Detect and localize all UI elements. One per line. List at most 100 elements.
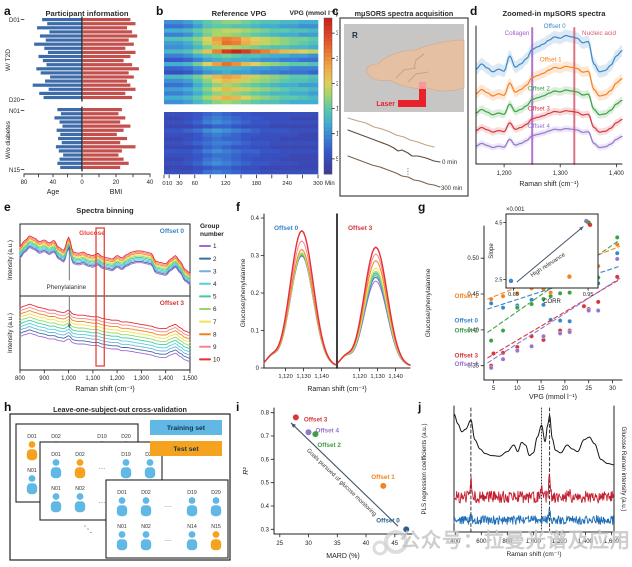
svg-text:0.1: 0.1: [251, 329, 260, 335]
svg-text:60: 60: [192, 181, 198, 187]
vpg-heatmap: 0103060120180240300Min51015202530: [162, 17, 338, 187]
svg-text:1,200: 1,200: [110, 376, 126, 382]
svg-text:N01: N01: [51, 486, 61, 492]
svg-text:0.8: 0.8: [261, 411, 270, 417]
svg-text:D01: D01: [117, 490, 127, 496]
svg-text:Nucleic acid: Nucleic acid: [582, 30, 616, 37]
svg-text:N01: N01: [9, 109, 21, 115]
svg-text:1,130: 1,130: [296, 374, 311, 380]
panel-c-title: mμSORS spectra acquisition: [354, 9, 454, 18]
svg-text:⋮: ⋮: [404, 167, 412, 176]
svg-text:120: 120: [221, 181, 231, 187]
svg-text:240: 240: [282, 181, 292, 187]
svg-text:D01: D01: [27, 434, 37, 440]
mard-r2-scatter: 0.3 0.4 0.5 0.6 0.7 0.8 25 30 35 40 45 MARD (%) R² Go…: [243, 407, 413, 560]
svg-text:Offset 2: Offset 2: [317, 442, 341, 449]
svg-text:Offset 1: Offset 1: [371, 474, 395, 481]
svg-text:Offset 1: Offset 1: [540, 57, 562, 64]
svg-text:0.6: 0.6: [261, 457, 270, 463]
watermark-text: 公众号：拉曼光谱及应用: [400, 530, 631, 552]
svg-text:1,100: 1,100: [85, 376, 101, 382]
svg-text:BMI: BMI: [110, 189, 123, 196]
panel-e-title: Spectra binning: [76, 206, 134, 215]
svg-text:Offset 0: Offset 0: [455, 318, 479, 325]
svg-text:10: 10: [213, 357, 221, 364]
svg-text:30: 30: [305, 541, 312, 547]
svg-text:0.4: 0.4: [261, 504, 270, 510]
svg-text:0: 0: [162, 181, 165, 187]
svg-text:1,400: 1,400: [158, 376, 174, 382]
svg-text:1,500: 1,500: [182, 376, 198, 382]
svg-text:N01: N01: [27, 468, 37, 474]
svg-text:MARD (%): MARD (%): [326, 553, 359, 560]
svg-text:10: 10: [336, 132, 338, 138]
svg-text:1: 1: [213, 243, 217, 250]
svg-text:900: 900: [39, 376, 50, 382]
svg-text:0: 0: [256, 366, 260, 372]
svg-text:7: 7: [213, 319, 217, 326]
svg-text:VPG (mmol l⁻¹): VPG (mmol l⁻¹): [529, 394, 577, 400]
svg-text:D02: D02: [141, 490, 151, 496]
panel-a-letter: a: [4, 4, 11, 18]
svg-text:Laser: Laser: [376, 101, 395, 108]
svg-text:5: 5: [336, 157, 338, 163]
svg-text:600: 600: [476, 539, 487, 545]
svg-text:Glucose Raman intensity (a.u.): Glucose Raman intensity (a.u.): [620, 427, 627, 512]
panel-h-letter: h: [4, 400, 12, 414]
panel-c: c mμSORS spectra acquisition R Laser 0 min…: [332, 4, 470, 200]
svg-text:1,000: 1,000: [61, 376, 77, 382]
svg-text:Collagen: Collagen: [505, 30, 530, 37]
svg-text:Offset 4: Offset 4: [316, 427, 340, 434]
svg-text:1,120: 1,120: [278, 374, 293, 380]
svg-text:Offset 4: Offset 4: [455, 361, 479, 368]
svg-text:2: 2: [213, 256, 217, 263]
panel-i: i 0.3 0.4 0.5 0.6 0.7 0.8 25 30 35 40 45 MARD (%) R²…: [236, 400, 418, 564]
svg-text:Slope: Slope: [489, 243, 495, 259]
svg-text:1,300: 1,300: [134, 376, 150, 382]
svg-text:15: 15: [538, 386, 545, 392]
svg-text:1,140: 1,140: [314, 374, 329, 380]
svg-text:D02: D02: [51, 434, 61, 440]
svg-text:30: 30: [336, 31, 338, 37]
svg-text:Offset 0: Offset 0: [376, 517, 400, 524]
svg-text:35: 35: [334, 541, 341, 547]
svg-text:15: 15: [336, 107, 338, 113]
svg-text:CORR: CORR: [543, 299, 561, 305]
svg-text:Glucose/phenylalanine: Glucose/phenylalanine: [425, 268, 432, 337]
svg-text:4.5: 4.5: [495, 221, 503, 227]
svg-text:…: …: [99, 464, 106, 471]
svg-text:W/o diabetes: W/o diabetes: [5, 120, 12, 159]
svg-text:0.2: 0.2: [251, 291, 260, 297]
svg-text:1,400: 1,400: [578, 539, 594, 545]
svg-text:30: 30: [176, 181, 182, 187]
colorbar-label: VPG (mmol l⁻¹): [289, 10, 338, 17]
svg-text:D01: D01: [9, 18, 21, 24]
svg-text:…: …: [165, 502, 172, 509]
panel-d: d Zoomed-in mμSORS spectra Offset 0 Offse…: [470, 4, 628, 200]
svg-text:0.65: 0.65: [508, 292, 519, 298]
svg-text:…: …: [99, 498, 106, 505]
svg-text:0 min: 0 min: [442, 159, 458, 166]
svg-text:25: 25: [585, 386, 592, 392]
svg-text:Offset 4: Offset 4: [528, 123, 550, 130]
svg-text:D02: D02: [75, 452, 85, 458]
svg-text:180: 180: [252, 181, 262, 187]
svg-text:300 min: 300 min: [441, 186, 462, 192]
svg-text:D20: D20: [211, 490, 221, 496]
svg-text:Offset 3: Offset 3: [455, 353, 479, 360]
svg-text:1,120: 1,120: [352, 374, 367, 380]
panel-f-letter: f: [236, 200, 240, 214]
svg-text:Group: Group: [200, 223, 220, 230]
svg-text:1,130: 1,130: [370, 374, 385, 380]
svg-text:Offset 3: Offset 3: [304, 416, 328, 423]
svg-text:1,200: 1,200: [552, 539, 568, 545]
svg-text:0.3: 0.3: [261, 527, 270, 533]
svg-text:0.45: 0.45: [467, 292, 479, 298]
svg-text:PLS regression coefficients (a: PLS regression coefficients (a.u.): [421, 423, 428, 514]
svg-text:4: 4: [213, 281, 217, 288]
svg-text:R: R: [352, 31, 358, 40]
svg-text:0.7: 0.7: [261, 434, 270, 440]
panel-b-title: Reference VPG: [211, 9, 267, 18]
svg-text:Offset 2: Offset 2: [455, 328, 479, 335]
svg-text:1,200: 1,200: [497, 171, 513, 177]
